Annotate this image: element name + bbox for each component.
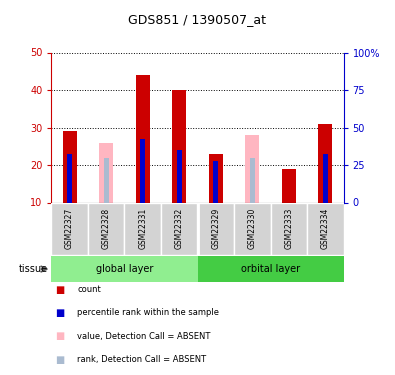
- Text: tissue: tissue: [18, 264, 47, 274]
- Bar: [245, 135, 259, 202]
- Text: GDS851 / 1390507_at: GDS851 / 1390507_at: [128, 13, 267, 26]
- Text: ■: ■: [55, 355, 64, 365]
- Bar: [198, 202, 234, 255]
- Text: ■: ■: [55, 308, 64, 318]
- Bar: [67, 154, 72, 203]
- Text: GSM22329: GSM22329: [211, 208, 220, 249]
- Text: GSM22332: GSM22332: [175, 208, 184, 249]
- Text: ■: ■: [55, 285, 64, 295]
- Bar: [99, 142, 113, 202]
- Text: orbital layer: orbital layer: [241, 264, 300, 273]
- Text: rank, Detection Call = ABSENT: rank, Detection Call = ABSENT: [77, 355, 206, 364]
- Bar: [198, 256, 344, 282]
- Text: count: count: [77, 285, 101, 294]
- Bar: [172, 90, 186, 202]
- Bar: [51, 202, 88, 255]
- Text: GSM22331: GSM22331: [138, 208, 147, 249]
- Bar: [282, 169, 296, 202]
- Text: GSM22328: GSM22328: [102, 208, 111, 249]
- Bar: [124, 202, 161, 255]
- Bar: [136, 75, 150, 202]
- Text: value, Detection Call = ABSENT: value, Detection Call = ABSENT: [77, 332, 211, 340]
- Bar: [140, 139, 145, 202]
- Text: global layer: global layer: [96, 264, 153, 273]
- Bar: [88, 202, 124, 255]
- Bar: [177, 150, 182, 202]
- Text: GSM22330: GSM22330: [248, 208, 257, 249]
- Bar: [323, 154, 328, 203]
- Bar: [250, 158, 255, 203]
- Text: ■: ■: [55, 332, 64, 342]
- Text: GSM22327: GSM22327: [65, 208, 74, 249]
- Bar: [318, 124, 332, 202]
- Bar: [51, 256, 198, 282]
- Text: GSM22334: GSM22334: [321, 208, 330, 249]
- Text: percentile rank within the sample: percentile rank within the sample: [77, 308, 219, 317]
- Bar: [104, 158, 109, 203]
- Bar: [213, 161, 218, 202]
- Bar: [234, 202, 271, 255]
- Text: GSM22333: GSM22333: [284, 208, 293, 249]
- Bar: [209, 154, 223, 203]
- Bar: [307, 202, 344, 255]
- Bar: [161, 202, 198, 255]
- Bar: [271, 202, 307, 255]
- Bar: [63, 131, 77, 203]
